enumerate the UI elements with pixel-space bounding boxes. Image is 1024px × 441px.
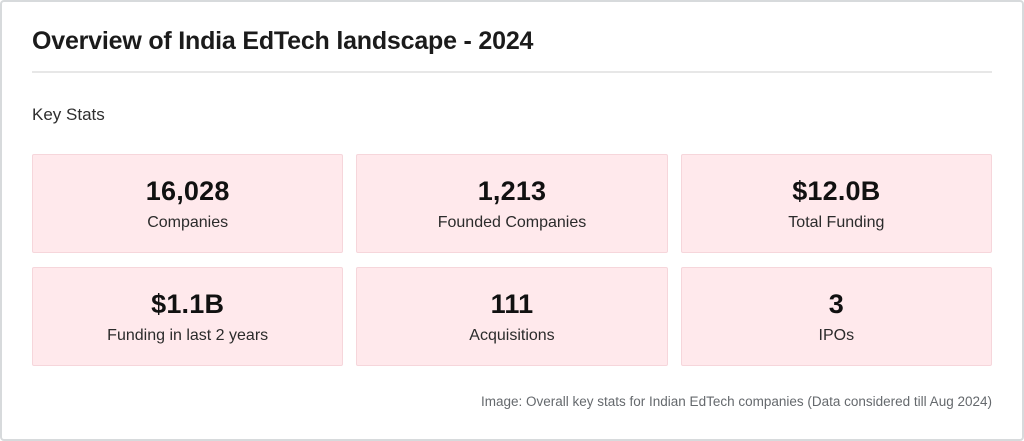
- stat-card-ipos: 3 IPOs: [680, 267, 992, 366]
- stat-value: 1,213: [477, 175, 547, 206]
- stat-label: IPOs: [818, 326, 855, 344]
- stat-card-funding-last-2-years: $1.1B Funding in last 2 years: [32, 267, 344, 366]
- stat-card-acquisitions: 111 Acquisitions: [356, 267, 668, 366]
- stat-label: Total Funding: [788, 213, 885, 231]
- stat-value: 111: [490, 288, 534, 319]
- key-stats-grid: 16,028 Companies 1,213 Founded Companies…: [32, 154, 992, 366]
- title-divider: [32, 71, 992, 73]
- figure-caption: Image: Overall key stats for Indian EdTe…: [480, 394, 992, 409]
- stat-card-companies: 16,028 Companies: [32, 154, 344, 253]
- stat-card-founded-companies: 1,213 Founded Companies: [356, 154, 668, 253]
- key-stats-section-label: Key Stats: [32, 105, 105, 124]
- page-title: Overview of India EdTech landscape - 202…: [32, 27, 534, 55]
- stat-label: Funding in last 2 years: [107, 326, 269, 344]
- stat-value: 3: [828, 288, 844, 319]
- stat-value: 16,028: [145, 175, 230, 206]
- stat-label: Founded Companies: [437, 213, 587, 231]
- stat-value: $1.1B: [151, 288, 225, 319]
- stat-label: Acquisitions: [469, 326, 555, 344]
- stat-card-total-funding: $12.0B Total Funding: [680, 154, 992, 253]
- stat-label: Companies: [147, 213, 229, 231]
- stat-value: $12.0B: [792, 175, 881, 206]
